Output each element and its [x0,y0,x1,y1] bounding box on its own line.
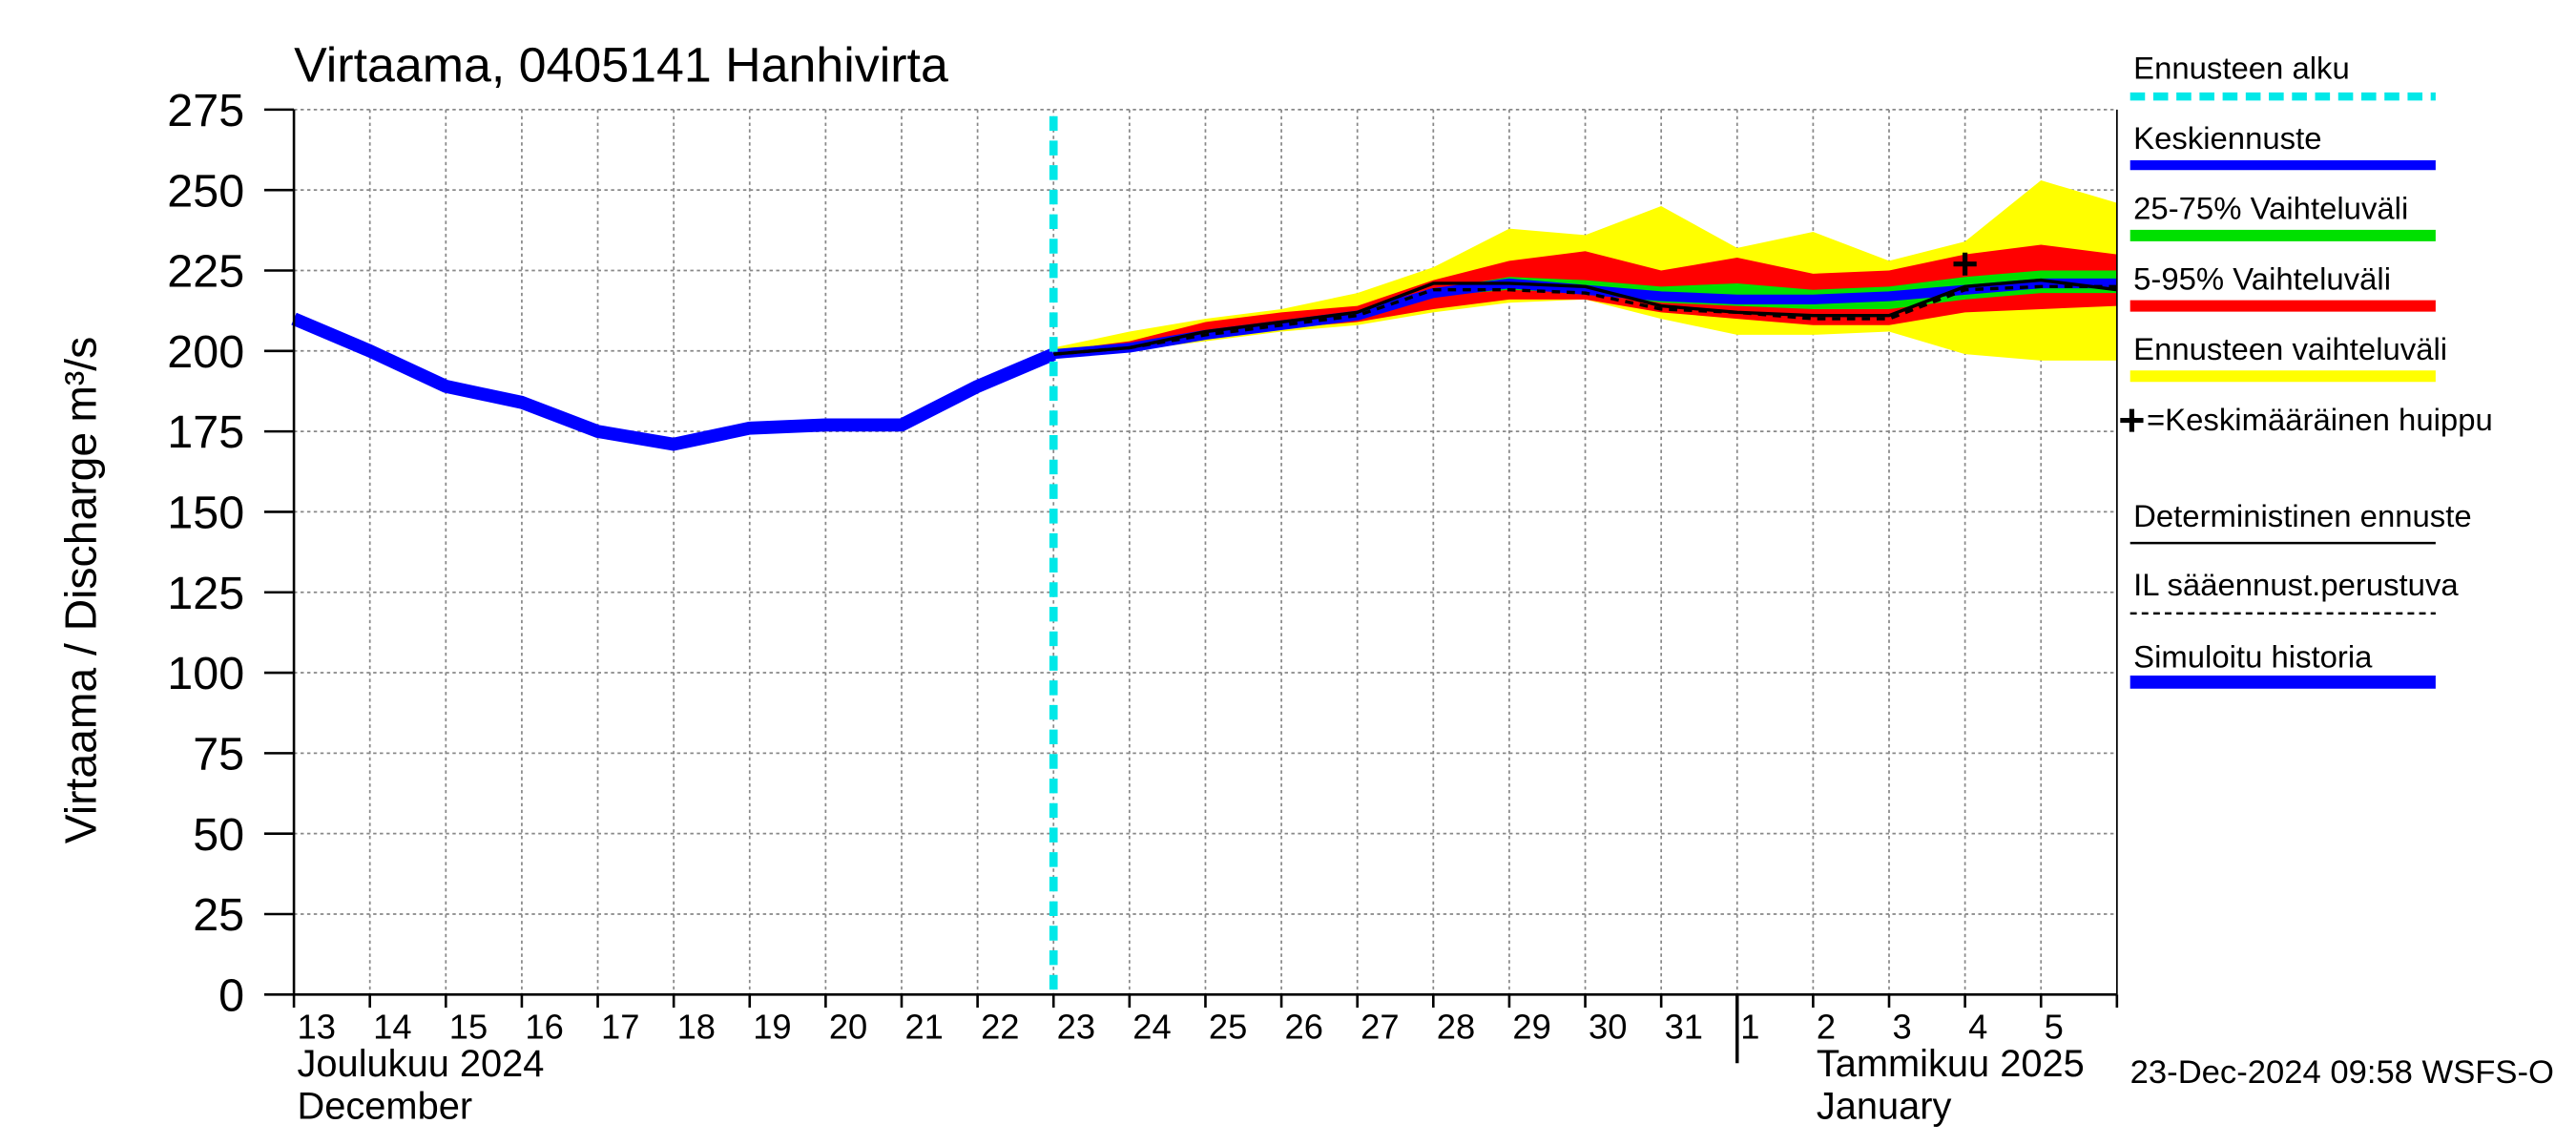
legend-label: 25-75% Vaihteluväli [2133,191,2408,226]
legend-label: Ennusteen vaihteluväli [2133,331,2447,366]
band [1053,244,2117,355]
legend-label: Keskiennuste [2133,120,2321,156]
y-tick-label: 225 [167,246,244,298]
y-axis-unit: m³/s [55,337,105,423]
y-tick-label: 150 [167,488,244,539]
y-tick-label: 200 [167,326,244,378]
y-tick-label: 75 [193,729,244,781]
x-tick-label: 13 [298,1008,336,1047]
series-line [1053,278,2118,356]
peak-marker [1953,252,1977,276]
legend-label: 5-95% Vaihteluväli [2133,261,2391,297]
x-tick-label: 5 [2045,1008,2064,1047]
x-tick-label: 28 [1437,1008,1475,1047]
x-tick-label: 22 [981,1008,1019,1047]
timestamp: 23-Dec-2024 09:58 WSFS-O [2130,1054,2554,1091]
y-tick-label: 175 [167,406,244,458]
y-tick-label: 100 [167,648,244,699]
x-tick-label: 24 [1132,1008,1171,1047]
chart-title: Virtaama, 0405141 Hanhivirta [294,37,948,93]
x-tick-label: 17 [601,1008,639,1047]
x-tick-label: 2 [1817,1008,1836,1047]
legend-label: Deterministinen ennuste [2133,498,2472,533]
x-tick-label: 23 [1057,1008,1095,1047]
peak-plus [1953,252,1977,276]
legend-label: =Keskimääräinen huippu [2147,402,2493,437]
month-label: December [298,1086,473,1128]
legend-label: IL sääennust.perustuva [2133,567,2459,602]
month-label: Joulukuu 2024 [298,1043,545,1085]
legend-label: Ennusteen alku [2133,50,2350,85]
month-label: January [1817,1086,1952,1128]
y-tick-label: 50 [193,809,244,861]
x-tick-label: 15 [449,1008,488,1047]
x-tick-label: 21 [904,1008,943,1047]
month-label: Tammikuu 2025 [1817,1043,2085,1085]
y-tick-label: 250 [167,166,244,218]
y-axis-label: Virtaama / Discharge [55,432,105,843]
x-tick-label: 31 [1665,1008,1703,1047]
x-tick-label: 25 [1209,1008,1247,1047]
x-tick-label: 26 [1285,1008,1323,1047]
x-tick-label: 4 [1968,1008,1987,1047]
legend-label: Simuloitu historia [2133,639,2373,675]
x-tick-label: 16 [525,1008,563,1047]
x-tick-label: 30 [1589,1008,1627,1047]
y-tick-label: 25 [193,889,244,941]
x-tick-label: 29 [1512,1008,1550,1047]
band [1053,270,2117,355]
x-tick-label: 20 [829,1008,867,1047]
legend-plus [2120,408,2144,432]
x-tick-label: 1 [1740,1008,1759,1047]
x-tick-label: 27 [1361,1008,1399,1047]
x-tick-label: 14 [373,1008,411,1047]
series-line [291,312,1056,451]
x-tick-label: 3 [1892,1008,1911,1047]
y-tick-label: 0 [218,970,244,1022]
x-tick-label: 19 [753,1008,791,1047]
y-tick-label: 125 [167,568,244,619]
x-tick-label: 18 [677,1008,716,1047]
series-line [1053,284,2117,356]
y-tick-label: 275 [167,85,244,136]
